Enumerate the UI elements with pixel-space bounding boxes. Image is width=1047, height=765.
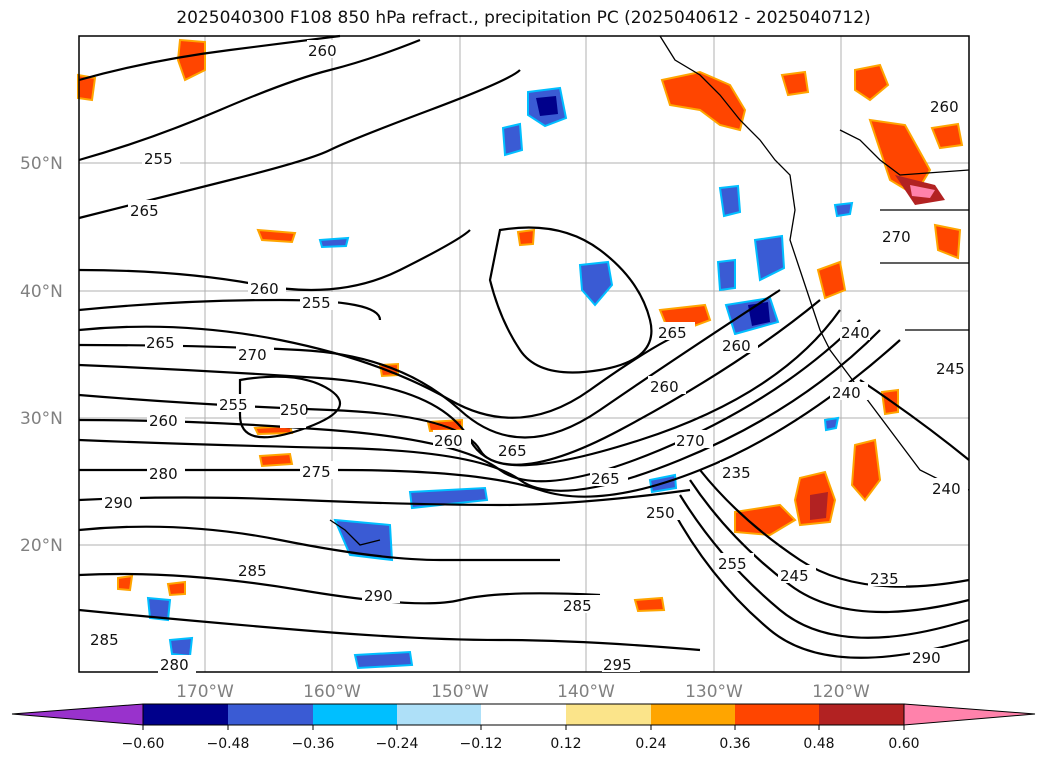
map-title: 2025040300 F108 850 hPa refract., precip… — [176, 8, 871, 28]
contour-label: 290 — [364, 587, 393, 605]
contour-label: 240 — [932, 480, 961, 498]
contour-label: 250 — [646, 504, 675, 522]
contour-label: 260 — [308, 42, 337, 60]
lat-label: 20°N — [20, 536, 63, 556]
map-area — [77, 34, 970, 673]
contour-label: 285 — [90, 631, 119, 649]
contour-label: 290 — [912, 649, 941, 667]
contour-label: 285 — [563, 597, 592, 615]
colorbar-tick: −0.24 — [376, 736, 419, 752]
contour-label: 265 — [498, 442, 527, 460]
latitude-labels: 50°N 40°N 30°N 20°N — [20, 154, 63, 556]
contour-label: 270 — [676, 432, 705, 450]
contour-label: 290 — [104, 494, 133, 512]
contour-label: 265 — [658, 324, 687, 342]
lat-label: 50°N — [20, 154, 63, 174]
contour-label: 275 — [302, 463, 331, 481]
colorbar-segment — [819, 704, 904, 725]
coastlines — [329, 35, 970, 546]
colorbar-tick: −0.48 — [207, 736, 250, 752]
contour-label: 235 — [870, 570, 899, 588]
lon-label: 150°W — [431, 682, 489, 702]
precipitation-field — [77, 38, 964, 670]
contour-label: 285 — [238, 562, 267, 580]
contour-label: 260 — [930, 98, 959, 116]
contour-label: 240 — [832, 384, 861, 402]
colorbar-segment — [397, 704, 481, 725]
colorbar-segment — [566, 704, 651, 725]
contour-label: 260 — [250, 280, 279, 298]
colorbar-segment — [228, 704, 313, 725]
lat-label: 40°N — [20, 282, 63, 302]
contour-label: 250 — [280, 401, 309, 419]
contour-label: 260 — [722, 337, 751, 355]
contour-label: 245 — [780, 567, 809, 585]
contour-label: 245 — [936, 360, 965, 378]
colorbar: −0.60 −0.48 −0.36 −0.24 −0.12 0.12 0.24 … — [11, 703, 1036, 752]
contour-label: 260 — [650, 378, 679, 396]
colorbar-segment — [735, 704, 819, 725]
colorbar-max-extension — [903, 703, 1036, 726]
contour-label: 235 — [722, 464, 751, 482]
colorbar-segment — [313, 704, 397, 725]
contour-label: 240 — [841, 324, 870, 342]
colorbar-tick: −0.60 — [122, 736, 165, 752]
lon-label: 160°W — [303, 682, 361, 702]
lon-label: 140°W — [557, 682, 615, 702]
colorbar-tick: 0.48 — [803, 736, 834, 752]
colorbar-segment — [143, 704, 228, 725]
contour-label: 260 — [434, 432, 463, 450]
contour-label: 265 — [591, 470, 620, 488]
lon-label: 130°W — [685, 682, 743, 702]
colorbar-tick: −0.36 — [292, 736, 335, 752]
contour-label: 280 — [160, 656, 189, 674]
contour-label: 260 — [149, 412, 178, 430]
longitude-labels: 170°W 160°W 150°W 140°W 130°W 120°W — [176, 682, 870, 702]
contour-label: 280 — [149, 465, 178, 483]
colorbar-min-extension — [11, 703, 144, 726]
contour-label: 265 — [146, 334, 175, 352]
colorbar-tick: −0.12 — [460, 736, 503, 752]
contour-labels: 260 255 265 260 255 265 270 255 250 260 … — [89, 40, 968, 674]
contour-label: 255 — [718, 555, 747, 573]
colorbar-segment — [651, 704, 735, 725]
lon-label: 170°W — [176, 682, 234, 702]
colorbar-tick: 0.36 — [719, 736, 750, 752]
colorbar-tick: 0.12 — [550, 736, 581, 752]
contour-label: 255 — [302, 294, 331, 312]
colorbar-tick: 0.60 — [888, 736, 919, 752]
contour-label: 270 — [238, 346, 267, 364]
contour-label: 255 — [144, 150, 173, 168]
contour-label: 255 — [219, 396, 248, 414]
lat-label: 30°N — [20, 409, 63, 429]
colorbar-segment — [481, 704, 566, 725]
lon-label: 120°W — [812, 682, 870, 702]
contour-label: 295 — [603, 656, 632, 674]
contour-label: 270 — [882, 228, 911, 246]
colorbar-tick: 0.24 — [635, 736, 666, 752]
contour-label: 265 — [130, 202, 159, 220]
